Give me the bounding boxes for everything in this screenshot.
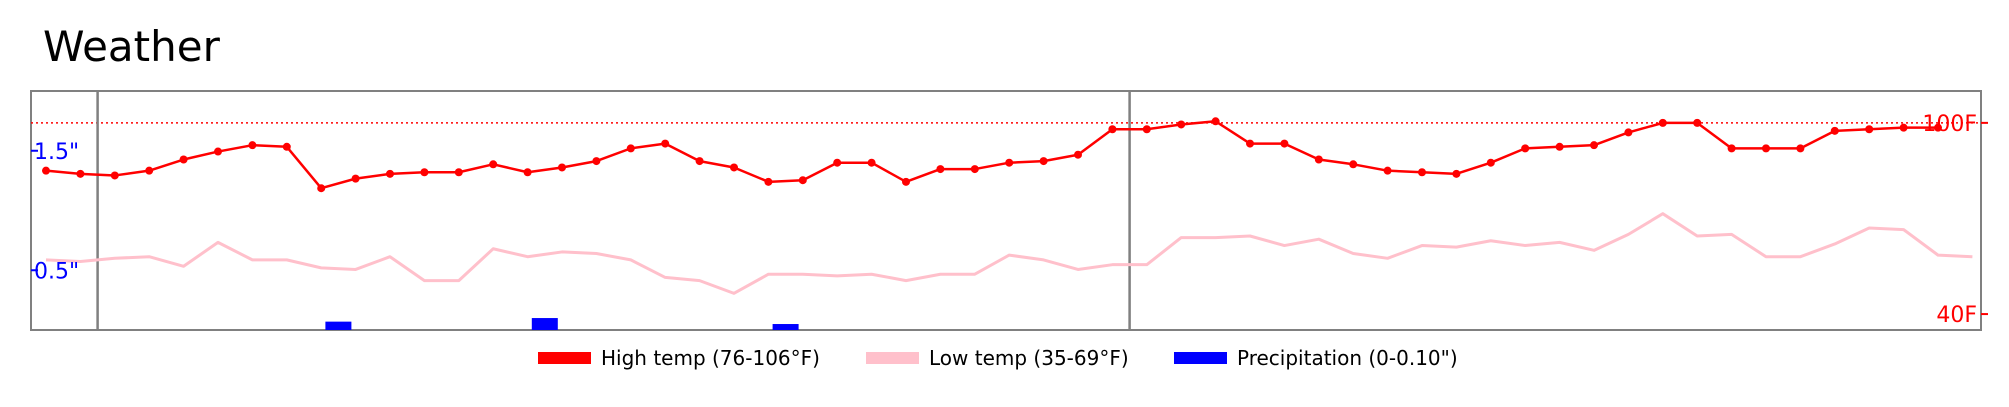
high-temp-point xyxy=(1177,120,1186,129)
high-temp-point xyxy=(179,155,188,164)
legend-swatch-high xyxy=(538,352,591,364)
legend-swatch-precip xyxy=(1174,352,1227,364)
high-temp-point xyxy=(798,176,807,185)
chart-title: Weather xyxy=(43,22,220,71)
high-temp-point xyxy=(42,166,50,175)
high-temp-point xyxy=(351,174,360,183)
high-temp-series xyxy=(42,117,1942,193)
high-temp-point xyxy=(248,141,257,150)
high-temp-point xyxy=(936,165,945,174)
high-temp-point xyxy=(1142,125,1151,134)
high-temp-point xyxy=(145,166,154,175)
high-temp-point xyxy=(695,157,704,166)
high-temp-point xyxy=(661,139,670,148)
high-temp-point xyxy=(1074,150,1082,159)
high-temp-point xyxy=(626,144,635,153)
high-temp-point xyxy=(592,157,601,166)
high-temp-point xyxy=(386,169,394,178)
precip-tick-label: 1.5" xyxy=(34,140,79,165)
high-temp-point xyxy=(282,142,291,151)
high-temp-point xyxy=(1383,166,1392,175)
plot-area xyxy=(30,90,1982,331)
precip-bar xyxy=(772,324,799,330)
high-temp-point xyxy=(1865,125,1874,134)
legend-swatch-low xyxy=(866,352,919,364)
high-temp-point xyxy=(558,163,566,172)
high-temp-point xyxy=(1108,125,1117,134)
precipitation-bars xyxy=(325,318,799,330)
low-temp-line xyxy=(45,212,1973,295)
high-temp-point xyxy=(420,168,429,177)
high-temp-point xyxy=(1830,126,1839,135)
high-temp-point xyxy=(833,158,842,167)
high-temp-point xyxy=(1658,118,1667,127)
high-temp-point xyxy=(317,184,326,193)
precip-bar xyxy=(531,318,558,330)
high-temp-point xyxy=(764,177,773,186)
temp-tick-label: 40F xyxy=(1936,303,1977,328)
plot-frame xyxy=(30,90,1982,331)
high-temp-point xyxy=(1590,141,1598,150)
high-temp-point xyxy=(454,168,463,177)
high-temp-point xyxy=(1418,168,1426,177)
high-temp-point xyxy=(1762,144,1770,153)
precip-tick-label: 0.5" xyxy=(34,259,79,284)
high-temp-point xyxy=(523,168,532,177)
legend-label-precip: Precipitation (0-0.10") xyxy=(1237,346,1458,370)
high-temp-point xyxy=(110,171,119,180)
high-temp-point xyxy=(1246,139,1254,148)
legend-label-high: High temp (76-106°F) xyxy=(601,346,820,370)
high-temp-point xyxy=(1555,142,1564,151)
high-temp-point xyxy=(1280,139,1289,148)
temp-axis: 100F 40F xyxy=(1922,112,1988,328)
high-temp-point xyxy=(730,163,738,172)
high-temp-point xyxy=(1624,128,1633,137)
high-temp-point xyxy=(1934,123,1942,132)
high-temp-point xyxy=(76,169,85,178)
period-dividers xyxy=(96,91,1131,330)
high-temp-point xyxy=(1349,160,1358,169)
temp-tick-label: 100F xyxy=(1922,112,1977,137)
precip-axis: 1.5" 0.5" xyxy=(31,140,79,284)
high-temp-point xyxy=(489,160,498,169)
high-temp-point xyxy=(1899,123,1908,132)
legend-label-low: Low temp (35-69°F) xyxy=(929,346,1129,370)
high-temp-point xyxy=(1727,144,1736,153)
high-temp-line xyxy=(45,120,1938,190)
legend: High temp (76-106°F) Low temp (35-69°F) Pr… xyxy=(538,346,1458,370)
high-temp-point xyxy=(1693,118,1702,127)
high-temp-point xyxy=(1039,157,1048,166)
low-temp-series xyxy=(45,212,1973,295)
high-temp-point xyxy=(1521,144,1530,153)
high-temp-point xyxy=(1211,117,1220,126)
high-temp-point xyxy=(214,147,222,156)
high-temp-point xyxy=(1314,155,1323,164)
high-temp-point xyxy=(1796,144,1805,153)
high-temp-point xyxy=(1486,158,1495,167)
high-temp-point xyxy=(902,177,910,186)
high-temp-point xyxy=(1452,169,1461,178)
high-temp-point xyxy=(970,165,979,174)
high-temp-point xyxy=(1005,158,1014,167)
high-temp-point xyxy=(867,158,876,167)
precip-bar xyxy=(325,321,352,330)
